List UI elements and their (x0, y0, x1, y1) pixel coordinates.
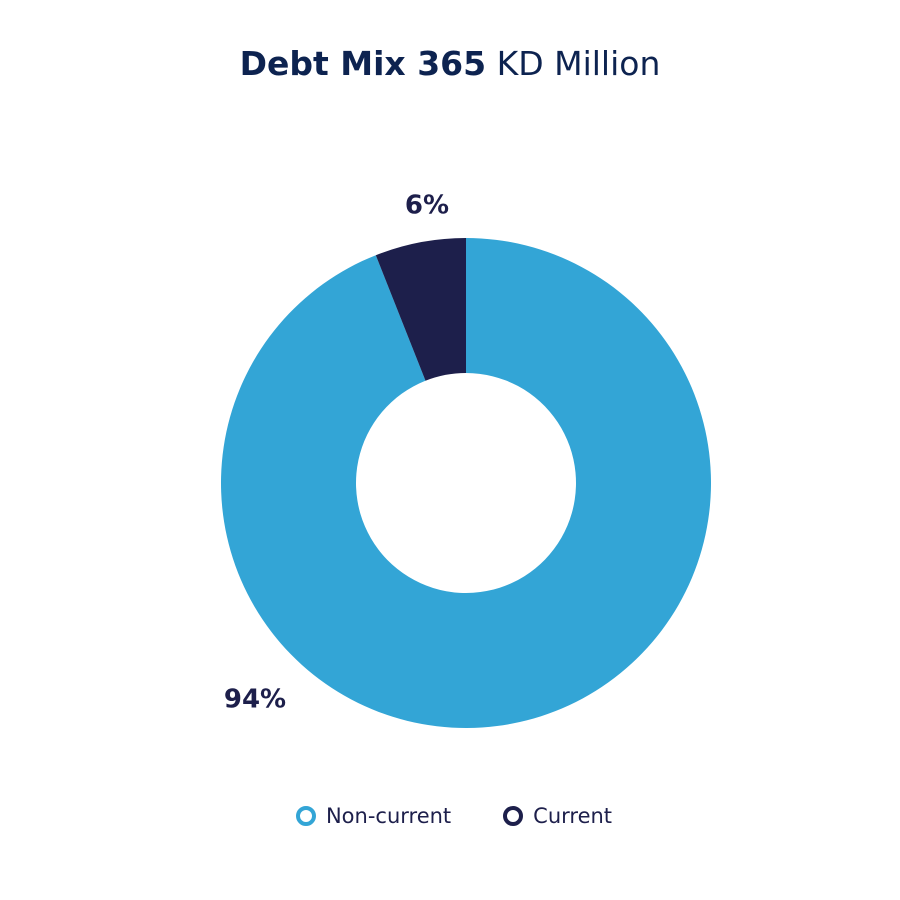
chart-legend: Non-current Current (0, 802, 900, 830)
chart-title-bold: Debt Mix 365 (239, 44, 487, 83)
donut-slice-current (375, 238, 466, 381)
legend-item-non-current: Non-current (295, 802, 452, 830)
legend-label-current: Current (533, 804, 613, 828)
legend-label-non-current: Non-current (325, 804, 452, 828)
legend-swatch-current (503, 806, 524, 826)
legend-item-current: Current (503, 802, 612, 830)
donut-slice-non-current (220, 238, 712, 728)
legend-swatch-non-current (295, 806, 316, 826)
chart-title: Debt Mix 365 KD Million (0, 42, 900, 86)
slice-label-current: 6% (405, 191, 449, 221)
chart-title-unit: KD Million (486, 44, 661, 83)
slice-label-non-current: 94% (224, 685, 286, 715)
